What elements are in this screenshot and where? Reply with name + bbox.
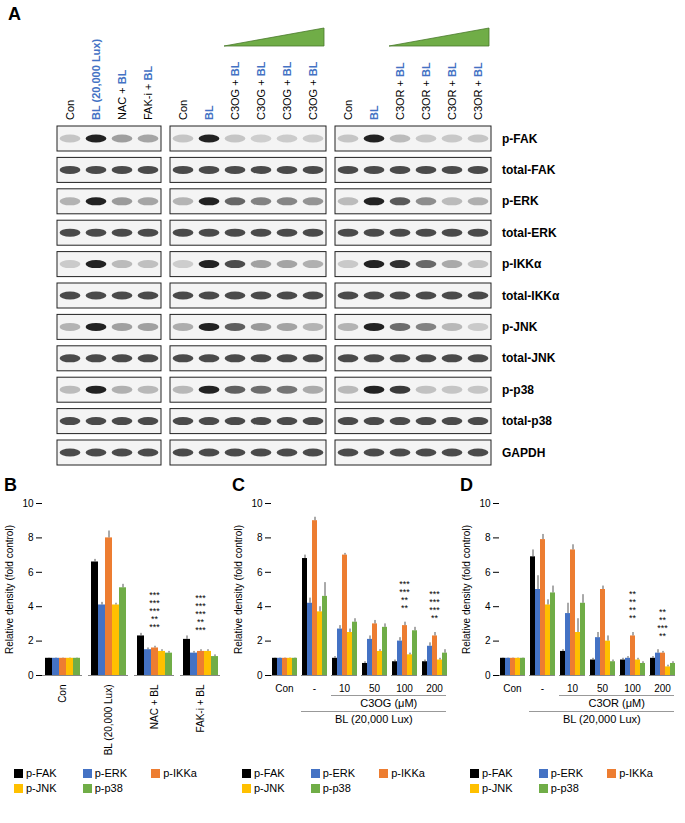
svg-text:C3OR + BL: C3OR + BL: [472, 62, 484, 120]
svg-text:total-IKKα: total-IKKα: [502, 289, 560, 303]
svg-text:Con: Con: [177, 100, 189, 120]
svg-text:p-ERK: p-ERK: [502, 194, 539, 208]
svg-text:200: 200: [426, 683, 443, 694]
svg-text:C3OR + BL: C3OR + BL: [394, 62, 406, 120]
svg-text:10: 10: [567, 683, 579, 694]
svg-text:8: 8: [485, 532, 491, 543]
svg-text:-: -: [541, 683, 544, 694]
html-text:p-p38: p-p38: [322, 782, 351, 794]
svg-text:Con: Con: [503, 683, 521, 694]
svg-text:p-p38: p-p38: [502, 383, 534, 397]
svg-text:p-IKKα: p-IKKα: [502, 257, 542, 271]
html-text:p-FAK: p-FAK: [254, 767, 285, 779]
svg-text:10: 10: [22, 498, 34, 509]
svg-text:100: 100: [624, 683, 641, 694]
html-text:p-JNK: p-JNK: [254, 782, 285, 794]
html-text:p-FAK: p-FAK: [26, 767, 57, 779]
svg-text:50: 50: [597, 683, 609, 694]
svg-text:total-p38: total-p38: [502, 414, 552, 428]
svg-text:NAC + BL: NAC + BL: [149, 684, 160, 729]
html-text:BL (20,000 Lux): BL (20,000 Lux): [334, 713, 413, 725]
svg-text:C3OG + BL: C3OG + BL: [229, 61, 241, 120]
svg-text:200: 200: [654, 683, 671, 694]
html-text:C3OG (μM): C3OG (μM): [360, 697, 418, 709]
svg-text:Con: Con: [342, 100, 354, 120]
svg-text:Relative density (fold control: Relative density (fold control): [233, 525, 244, 654]
svg-text:**: **: [629, 613, 637, 623]
svg-text:BL: BL: [203, 105, 215, 120]
svg-text:0: 0: [28, 670, 34, 681]
html-text:p-p38: p-p38: [94, 782, 123, 794]
svg-text:6: 6: [485, 567, 491, 578]
svg-text:FAK-i + BL: FAK-i + BL: [195, 684, 206, 733]
svg-text:***: ***: [149, 622, 160, 632]
svg-text:GAPDH: GAPDH: [502, 446, 545, 460]
svg-text:Con: Con: [64, 100, 76, 120]
svg-text:total-JNK: total-JNK: [502, 351, 556, 365]
svg-text:Relative density (fold control: Relative density (fold control): [461, 525, 472, 654]
html-text:BL (20,000 Lux): BL (20,000 Lux): [562, 713, 641, 725]
svg-text:total-ERK: total-ERK: [502, 226, 557, 240]
svg-text:NAC + BL: NAC + BL: [116, 69, 128, 120]
svg-text:2: 2: [485, 635, 491, 646]
svg-text:8: 8: [28, 532, 34, 543]
html-text:B: B: [4, 475, 17, 495]
svg-text:4: 4: [485, 601, 491, 612]
svg-text:BL (20,000 Lux): BL (20,000 Lux): [103, 685, 114, 756]
svg-text:50: 50: [369, 683, 381, 694]
svg-text:100: 100: [396, 683, 413, 694]
html-text:p-FAK: p-FAK: [482, 767, 513, 779]
svg-text:p-FAK: p-FAK: [502, 132, 538, 146]
html-text:p-IKKa: p-IKKa: [391, 767, 425, 779]
html-text:p-ERK: p-ERK: [94, 767, 127, 779]
svg-text:C3OG + BL: C3OG + BL: [307, 61, 319, 120]
html-text:D: D: [460, 475, 473, 495]
svg-text:C3OR + BL: C3OR + BL: [420, 62, 432, 120]
svg-text:Con: Con: [57, 685, 68, 703]
svg-text:C3OG + BL: C3OG + BL: [255, 61, 267, 120]
svg-text:Con: Con: [275, 683, 293, 694]
html-text:p-JNK: p-JNK: [482, 782, 513, 794]
svg-text:0: 0: [485, 670, 491, 681]
svg-text:A: A: [8, 4, 21, 24]
svg-text:6: 6: [257, 567, 263, 578]
svg-text:2: 2: [257, 635, 263, 646]
svg-text:6: 6: [28, 567, 34, 578]
svg-text:BL: BL: [368, 105, 380, 120]
svg-text:**: **: [431, 613, 439, 623]
svg-text:2: 2: [28, 635, 34, 646]
svg-text:C3OR + BL: C3OR + BL: [446, 62, 458, 120]
svg-text:8: 8: [257, 532, 263, 543]
svg-text:Relative density (fold control: Relative density (fold control): [4, 525, 15, 654]
svg-text:10: 10: [339, 683, 351, 694]
svg-text:total-FAK: total-FAK: [502, 163, 556, 177]
svg-text:***: ***: [195, 625, 206, 635]
svg-text:4: 4: [257, 601, 263, 612]
html-text:C3OR (μM): C3OR (μM): [588, 697, 645, 709]
svg-text:C3OG + BL: C3OG + BL: [281, 61, 293, 120]
html-text:p-ERK: p-ERK: [322, 767, 355, 779]
svg-text:**: **: [401, 603, 409, 613]
svg-text:10: 10: [251, 498, 263, 509]
html-text:p-IKKa: p-IKKa: [163, 767, 197, 779]
svg-text:p-JNK: p-JNK: [502, 320, 538, 334]
svg-text:FAK-i + BL: FAK-i + BL: [142, 66, 154, 120]
svg-text:**: **: [659, 631, 667, 641]
svg-text:10: 10: [479, 498, 491, 509]
html-text:p-ERK: p-ERK: [550, 767, 583, 779]
svg-text:BL (20,000 Lux): BL (20,000 Lux): [90, 39, 102, 120]
html-text:p-p38: p-p38: [550, 782, 579, 794]
svg-text:-: -: [313, 683, 316, 694]
html-text:p-JNK: p-JNK: [26, 782, 57, 794]
svg-text:0: 0: [257, 670, 263, 681]
html-text:C: C: [232, 475, 245, 495]
html-text:p-IKKa: p-IKKa: [619, 767, 653, 779]
svg-text:4: 4: [28, 601, 34, 612]
